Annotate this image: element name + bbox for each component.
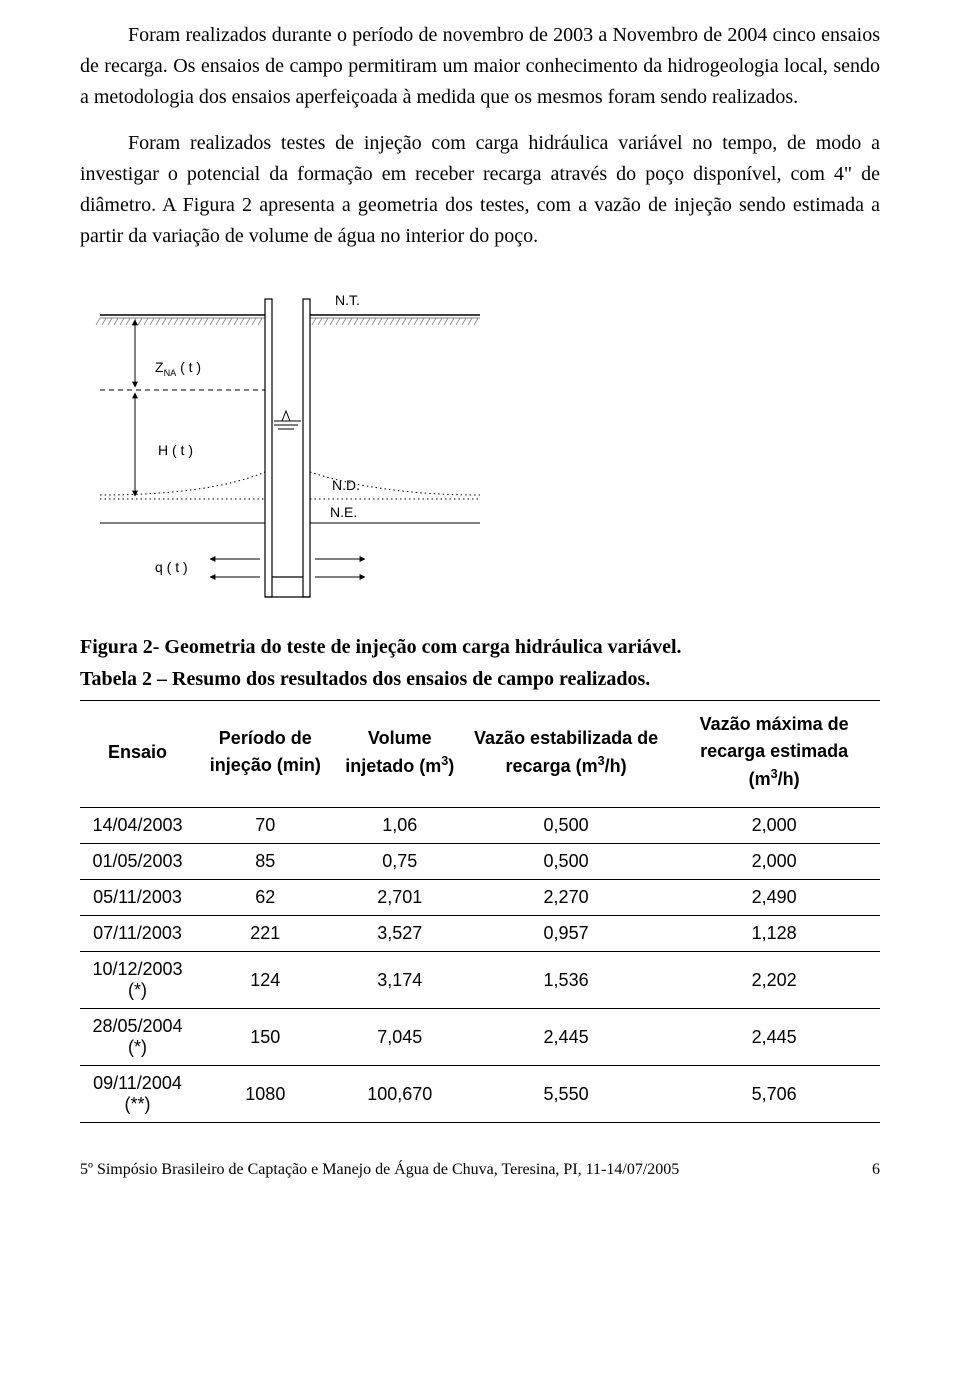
table-cell: 2,490	[668, 880, 880, 916]
table-cell: 2,445	[464, 1009, 668, 1066]
table-cell: 3,527	[336, 916, 464, 952]
table-cell: 100,670	[336, 1066, 464, 1123]
table-2-caption: Tabela 2 – Resumo dos resultados dos ens…	[80, 664, 880, 694]
table-cell: 5,550	[464, 1066, 668, 1123]
svg-text:N.E.: N.E.	[330, 504, 357, 520]
table-col-header: Vazão máxima de recarga estimada (m3/h)	[668, 701, 880, 808]
table-row: 10/12/2003 (*)1243,1741,5362,202	[80, 952, 880, 1009]
svg-text:N.T.: N.T.	[335, 292, 360, 308]
table-cell: 1,06	[336, 808, 464, 844]
table-col-header: Vazão estabilizada de recarga (m3/h)	[464, 701, 668, 808]
table-row: 05/11/2003622,7012,2702,490	[80, 880, 880, 916]
table-cell: 05/11/2003	[80, 880, 195, 916]
svg-text:N.D.: N.D.	[332, 477, 360, 493]
table-cell: 09/11/2004 (**)	[80, 1066, 195, 1123]
figure-2-caption: Figura 2- Geometria do teste de injeção …	[80, 632, 880, 662]
table-row: 07/11/20032213,5270,9571,128	[80, 916, 880, 952]
svg-text:ZNA ( t ): ZNA ( t )	[155, 359, 201, 378]
table-cell: 1,536	[464, 952, 668, 1009]
table-cell: 221	[195, 916, 336, 952]
table-cell: 0,500	[464, 808, 668, 844]
table-cell: 2,000	[668, 844, 880, 880]
table-cell: 2,270	[464, 880, 668, 916]
table-cell: 1080	[195, 1066, 336, 1123]
svg-text:q ( t ): q ( t )	[155, 559, 188, 575]
figure-2-diagram: N.T. H ( t ) N.D. N.E. q ( t ) ZNA ( t )	[80, 277, 500, 607]
table-cell: 5,706	[668, 1066, 880, 1123]
table-cell: 0,957	[464, 916, 668, 952]
figure-2-container: N.T. H ( t ) N.D. N.E. q ( t ) ZNA ( t )	[80, 277, 880, 607]
svg-text:H ( t ): H ( t )	[158, 442, 193, 458]
table-cell: 28/05/2004 (*)	[80, 1009, 195, 1066]
footer-page-number: 6	[872, 1161, 880, 1179]
table-head: EnsaioPeríodo de injeção (min)Volume inj…	[80, 701, 880, 808]
table-row: 14/04/2003701,060,5002,000	[80, 808, 880, 844]
table-col-header: Ensaio	[80, 701, 195, 808]
paragraph-2: Foram realizados testes de injeção com c…	[80, 128, 880, 252]
table-cell: 2,701	[336, 880, 464, 916]
table-cell: 3,174	[336, 952, 464, 1009]
table-row: 09/11/2004 (**)1080100,6705,5505,706	[80, 1066, 880, 1123]
table-cell: 14/04/2003	[80, 808, 195, 844]
table-row: 28/05/2004 (*)1507,0452,4452,445	[80, 1009, 880, 1066]
table-body: 14/04/2003701,060,5002,00001/05/2003850,…	[80, 808, 880, 1123]
table-cell: 0,75	[336, 844, 464, 880]
paragraph-1: Foram realizados durante o período de no…	[80, 20, 880, 113]
table-cell: 2,445	[668, 1009, 880, 1066]
table-cell: 1,128	[668, 916, 880, 952]
table-cell: 7,045	[336, 1009, 464, 1066]
table-col-header: Volume injetado (m3)	[336, 701, 464, 808]
table-cell: 0,500	[464, 844, 668, 880]
results-table: EnsaioPeríodo de injeção (min)Volume inj…	[80, 700, 880, 1123]
table-cell: 01/05/2003	[80, 844, 195, 880]
table-cell: 150	[195, 1009, 336, 1066]
table-cell: 70	[195, 808, 336, 844]
table-cell: 85	[195, 844, 336, 880]
table-cell: 07/11/2003	[80, 916, 195, 952]
table-cell: 124	[195, 952, 336, 1009]
table-col-header: Período de injeção (min)	[195, 701, 336, 808]
page-footer: 5º Simpósio Brasileiro de Captação e Man…	[80, 1161, 880, 1179]
table-cell: 2,000	[668, 808, 880, 844]
table-row: 01/05/2003850,750,5002,000	[80, 844, 880, 880]
table-cell: 10/12/2003 (*)	[80, 952, 195, 1009]
table-cell: 2,202	[668, 952, 880, 1009]
table-cell: 62	[195, 880, 336, 916]
footer-left: 5º Simpósio Brasileiro de Captação e Man…	[80, 1161, 679, 1179]
